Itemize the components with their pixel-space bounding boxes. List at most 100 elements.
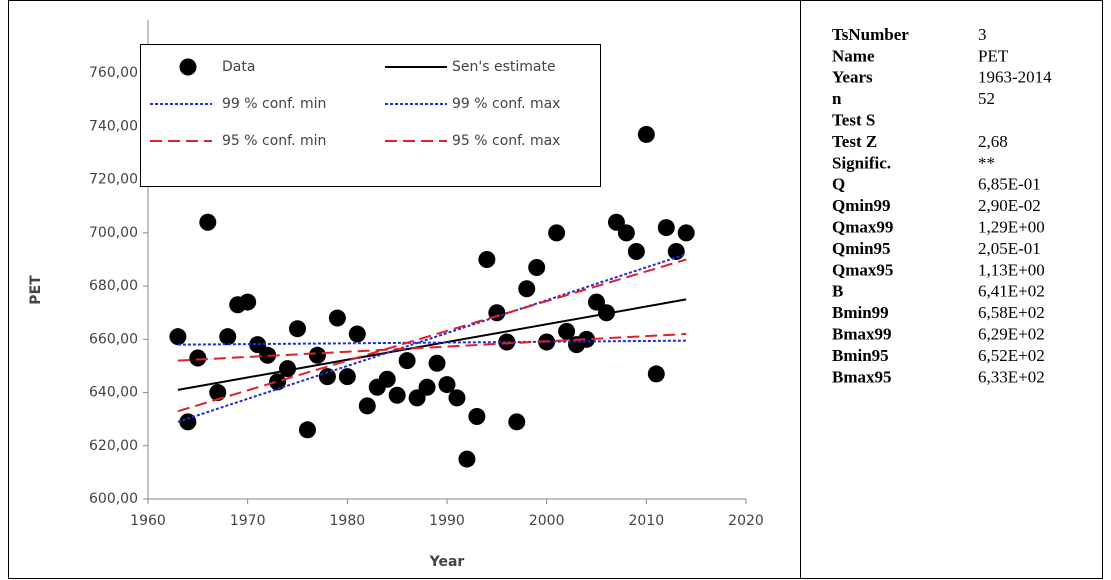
legend-label: 95 % conf. max <box>452 133 560 149</box>
row-label: Test S <box>832 111 875 130</box>
x-axis-title: Year <box>429 554 465 570</box>
trend-line <box>177 333 687 362</box>
y-tick-label: 700,00 <box>89 225 138 241</box>
x-tick-label: 1970 <box>230 513 266 529</box>
row-value: 2,90E-02 <box>978 196 1041 215</box>
data-point <box>318 368 336 386</box>
data-point <box>458 450 476 468</box>
data-point <box>548 224 566 242</box>
row-value: ** <box>978 153 995 172</box>
data-point <box>179 413 197 431</box>
trend-line <box>177 253 687 423</box>
data-point <box>169 328 187 346</box>
data-point <box>279 360 297 378</box>
row-label: Years <box>832 68 873 87</box>
row-value: 6,52E+02 <box>978 346 1045 365</box>
data-point <box>607 213 625 231</box>
data-point <box>219 328 237 346</box>
data-point <box>518 280 536 298</box>
row-value: 1,29E+00 <box>978 218 1045 237</box>
data-point <box>438 376 456 394</box>
y-tick-label: 740,00 <box>89 118 138 134</box>
data-point <box>328 309 346 327</box>
legend-label: Data <box>222 59 255 75</box>
y-tick-label: 720,00 <box>89 172 138 188</box>
y-tick-label: 660,00 <box>89 331 138 347</box>
data-point <box>498 333 516 351</box>
row-label: Bmax99 <box>832 325 892 344</box>
data-point <box>408 389 426 407</box>
row-value: 6,41E+02 <box>978 282 1045 301</box>
y-tick-label: 600,00 <box>89 491 138 507</box>
data-point <box>358 397 376 415</box>
row-value: 2,05E-01 <box>978 239 1041 258</box>
row-label: Test Z <box>832 132 877 151</box>
data-point <box>528 258 546 276</box>
x-tick-label: 2010 <box>629 513 665 529</box>
data-point <box>308 346 326 364</box>
data-point <box>378 370 396 388</box>
row-value: 52 <box>978 89 995 108</box>
row-label: Bmax95 <box>832 367 892 386</box>
data-point <box>617 224 635 242</box>
row-label: Q <box>832 175 845 194</box>
row-label: Qmax99 <box>832 218 893 237</box>
data-point <box>588 293 605 311</box>
data-point <box>657 219 675 237</box>
data-point <box>239 293 257 311</box>
y-tick-label: 680,00 <box>89 278 138 294</box>
x-tick-label: 1960 <box>130 513 166 529</box>
row-label: n <box>832 89 842 108</box>
row-value: 1,13E+00 <box>978 260 1045 279</box>
row-value: 1963-2014 <box>978 68 1052 87</box>
data-point <box>398 352 416 370</box>
row-label: Qmin99 <box>832 196 891 215</box>
data-point <box>348 325 366 343</box>
y-tick-label: 760,00 <box>89 65 138 81</box>
data-point <box>338 368 356 386</box>
data-point <box>448 389 466 407</box>
y-axis-title: PET <box>28 275 44 305</box>
legend-label: 99 % conf. min <box>222 96 326 112</box>
data-point <box>558 322 576 340</box>
data-point <box>667 243 685 261</box>
data-point <box>388 386 406 404</box>
data-point <box>289 320 306 338</box>
row-label: Name <box>832 46 875 65</box>
row-value: 6,85E-01 <box>978 175 1041 194</box>
row-label: Bmin99 <box>832 303 889 322</box>
data-point <box>269 373 287 391</box>
data-point <box>189 349 207 367</box>
data-point <box>468 408 486 426</box>
data-point <box>677 224 695 242</box>
legend-label: 99 % conf. max <box>452 96 560 112</box>
row-label: Qmax95 <box>832 260 893 279</box>
trend-line <box>177 298 687 391</box>
data-point <box>508 413 526 431</box>
data-point <box>578 330 596 348</box>
row-value: 3 <box>978 25 987 44</box>
data-point <box>298 421 316 439</box>
data-point <box>249 336 267 354</box>
row-label: TsNumber <box>832 25 909 44</box>
data-point <box>478 251 496 268</box>
data-point <box>637 125 655 143</box>
legend-marker <box>179 58 197 76</box>
data-point <box>647 365 665 383</box>
trend-line <box>177 258 687 413</box>
row-label: Qmin95 <box>832 239 891 258</box>
row-value: 6,33E+02 <box>978 367 1045 386</box>
data-point <box>209 384 227 402</box>
data-point <box>199 213 217 231</box>
x-tick-label: 2020 <box>728 513 764 529</box>
data-point <box>627 243 645 261</box>
data-point <box>418 378 436 396</box>
data-point <box>428 354 446 372</box>
row-value: 6,29E+02 <box>978 325 1045 344</box>
legend-label: 95 % conf. min <box>222 133 326 149</box>
y-tick-label: 620,00 <box>89 438 138 454</box>
row-label: B <box>832 282 843 301</box>
outer-frame <box>8 0 1103 579</box>
